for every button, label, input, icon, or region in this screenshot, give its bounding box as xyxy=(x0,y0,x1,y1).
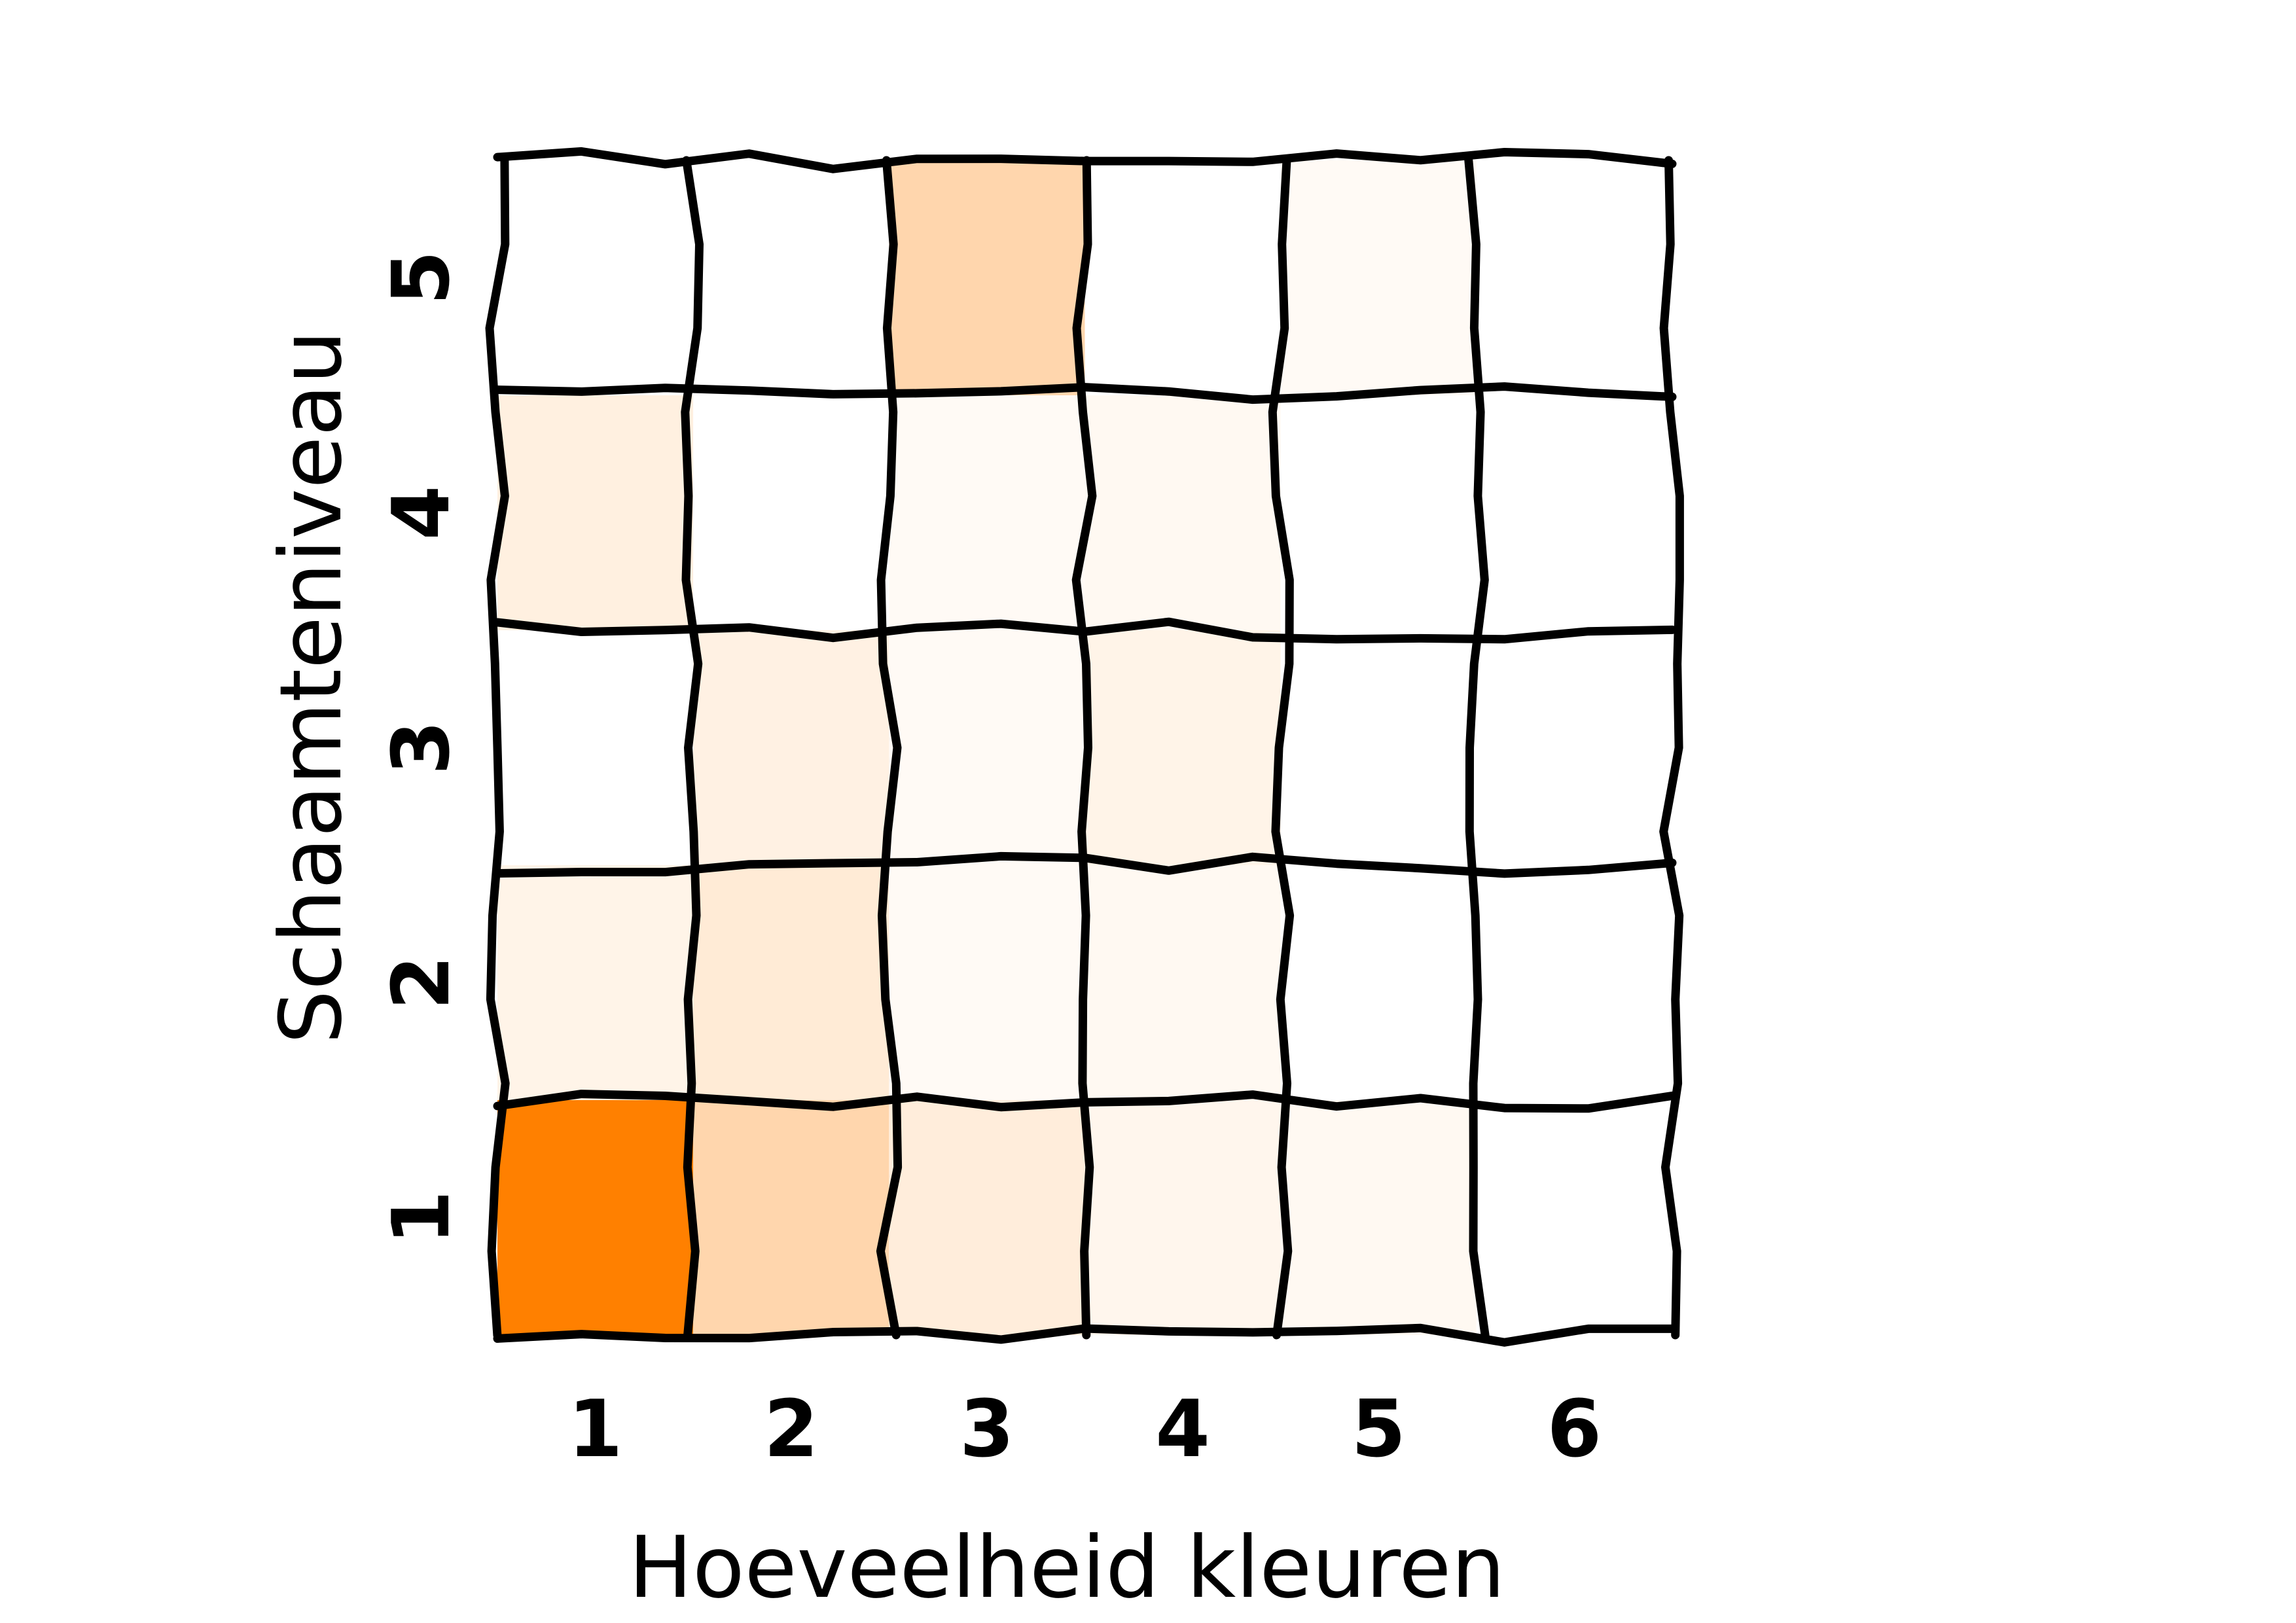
grid-vertical-line xyxy=(876,156,903,1340)
y-axis-ticks: 1 2 3 4 5 xyxy=(376,251,467,1245)
heatmap-cell-x6-y4 xyxy=(1476,395,1672,630)
heatmap-cell-x2-y2 xyxy=(693,865,889,1100)
heatmap-cell-x4-y5 xyxy=(1085,160,1281,395)
grid-horizontal-line xyxy=(493,147,1677,173)
grid-vertical-line xyxy=(681,156,704,1340)
heatmap-cell-x6-y3 xyxy=(1476,630,1672,865)
grid-horizontal-line xyxy=(493,851,1677,878)
heatmap-cell-x4-y1 xyxy=(1085,1100,1281,1335)
x-axis-ticks: 1 2 3 4 5 6 xyxy=(568,1384,1602,1475)
heatmap-cell-x2-y5 xyxy=(693,160,889,395)
y-tick-label: 3 xyxy=(376,721,467,776)
grid-horizontal-line xyxy=(493,382,1677,404)
heatmap-cell-x3-y3 xyxy=(889,630,1085,865)
heatmap-cell-x5-y3 xyxy=(1280,630,1477,865)
grid-vertical-line xyxy=(1268,156,1295,1340)
y-tick-label: 2 xyxy=(376,955,467,1010)
grid-horizontal-line xyxy=(493,617,1677,644)
heatmap-cell-x6-y5 xyxy=(1476,160,1672,395)
grid-vertical-line xyxy=(485,156,510,1340)
heatmap-cell-x2-y4 xyxy=(693,395,889,630)
grid-vertical-line xyxy=(1464,156,1490,1340)
heatmap-cell-x1-y5 xyxy=(497,160,694,395)
x-tick-label: 6 xyxy=(1547,1384,1602,1475)
heatmap-cell-x3-y4 xyxy=(889,395,1085,630)
grid-vertical-line xyxy=(1659,156,1684,1340)
grid-vertical-line xyxy=(1071,156,1097,1340)
grid-horizontal-line xyxy=(493,1090,1677,1113)
heatmap-cells xyxy=(497,160,1672,1335)
x-tick-label: 2 xyxy=(764,1384,819,1475)
heatmap-cell-x2-y3 xyxy=(693,630,889,865)
heatmap-cell-x2-y1 xyxy=(693,1100,889,1335)
heatmap-cell-x1-y4 xyxy=(497,395,694,630)
heatmap-cell-x1-y3 xyxy=(497,630,694,865)
grid-horizontal-line xyxy=(493,1323,1677,1347)
heatmap-cell-x3-y1 xyxy=(889,1100,1085,1335)
heatmap-cell-x4-y4 xyxy=(1085,395,1281,630)
heatmap-cell-x6-y1 xyxy=(1476,1100,1672,1335)
heatmap-grid xyxy=(485,147,1684,1347)
heatmap-cell-x1-y2 xyxy=(497,865,694,1100)
heatmap-cell-x5-y4 xyxy=(1280,395,1477,630)
heatmap-cell-x5-y2 xyxy=(1280,865,1477,1100)
y-tick-label: 5 xyxy=(376,251,467,306)
x-tick-label: 5 xyxy=(1352,1384,1407,1475)
heatmap-cell-x6-y2 xyxy=(1476,865,1672,1100)
x-axis-label: Hoeveelheid kleuren xyxy=(628,1518,1505,1617)
x-tick-label: 3 xyxy=(960,1384,1014,1475)
heatmap-cell-x3-y2 xyxy=(889,865,1085,1100)
x-tick-label: 4 xyxy=(1155,1384,1210,1475)
heatmap-cell-x4-y2 xyxy=(1085,865,1281,1100)
x-tick-label: 1 xyxy=(568,1384,623,1475)
heatmap-cell-x3-y5 xyxy=(889,160,1085,395)
heatmap-cell-x5-y1 xyxy=(1280,1100,1477,1335)
heatmap-cell-x5-y5 xyxy=(1280,160,1477,395)
y-axis-label: Schaamteniveau xyxy=(261,330,361,1044)
heatmap-cell-x4-y3 xyxy=(1085,630,1281,865)
y-tick-label: 4 xyxy=(376,486,467,541)
y-tick-label: 1 xyxy=(376,1190,467,1245)
heatmap-cell-x1-y1 xyxy=(497,1100,694,1335)
